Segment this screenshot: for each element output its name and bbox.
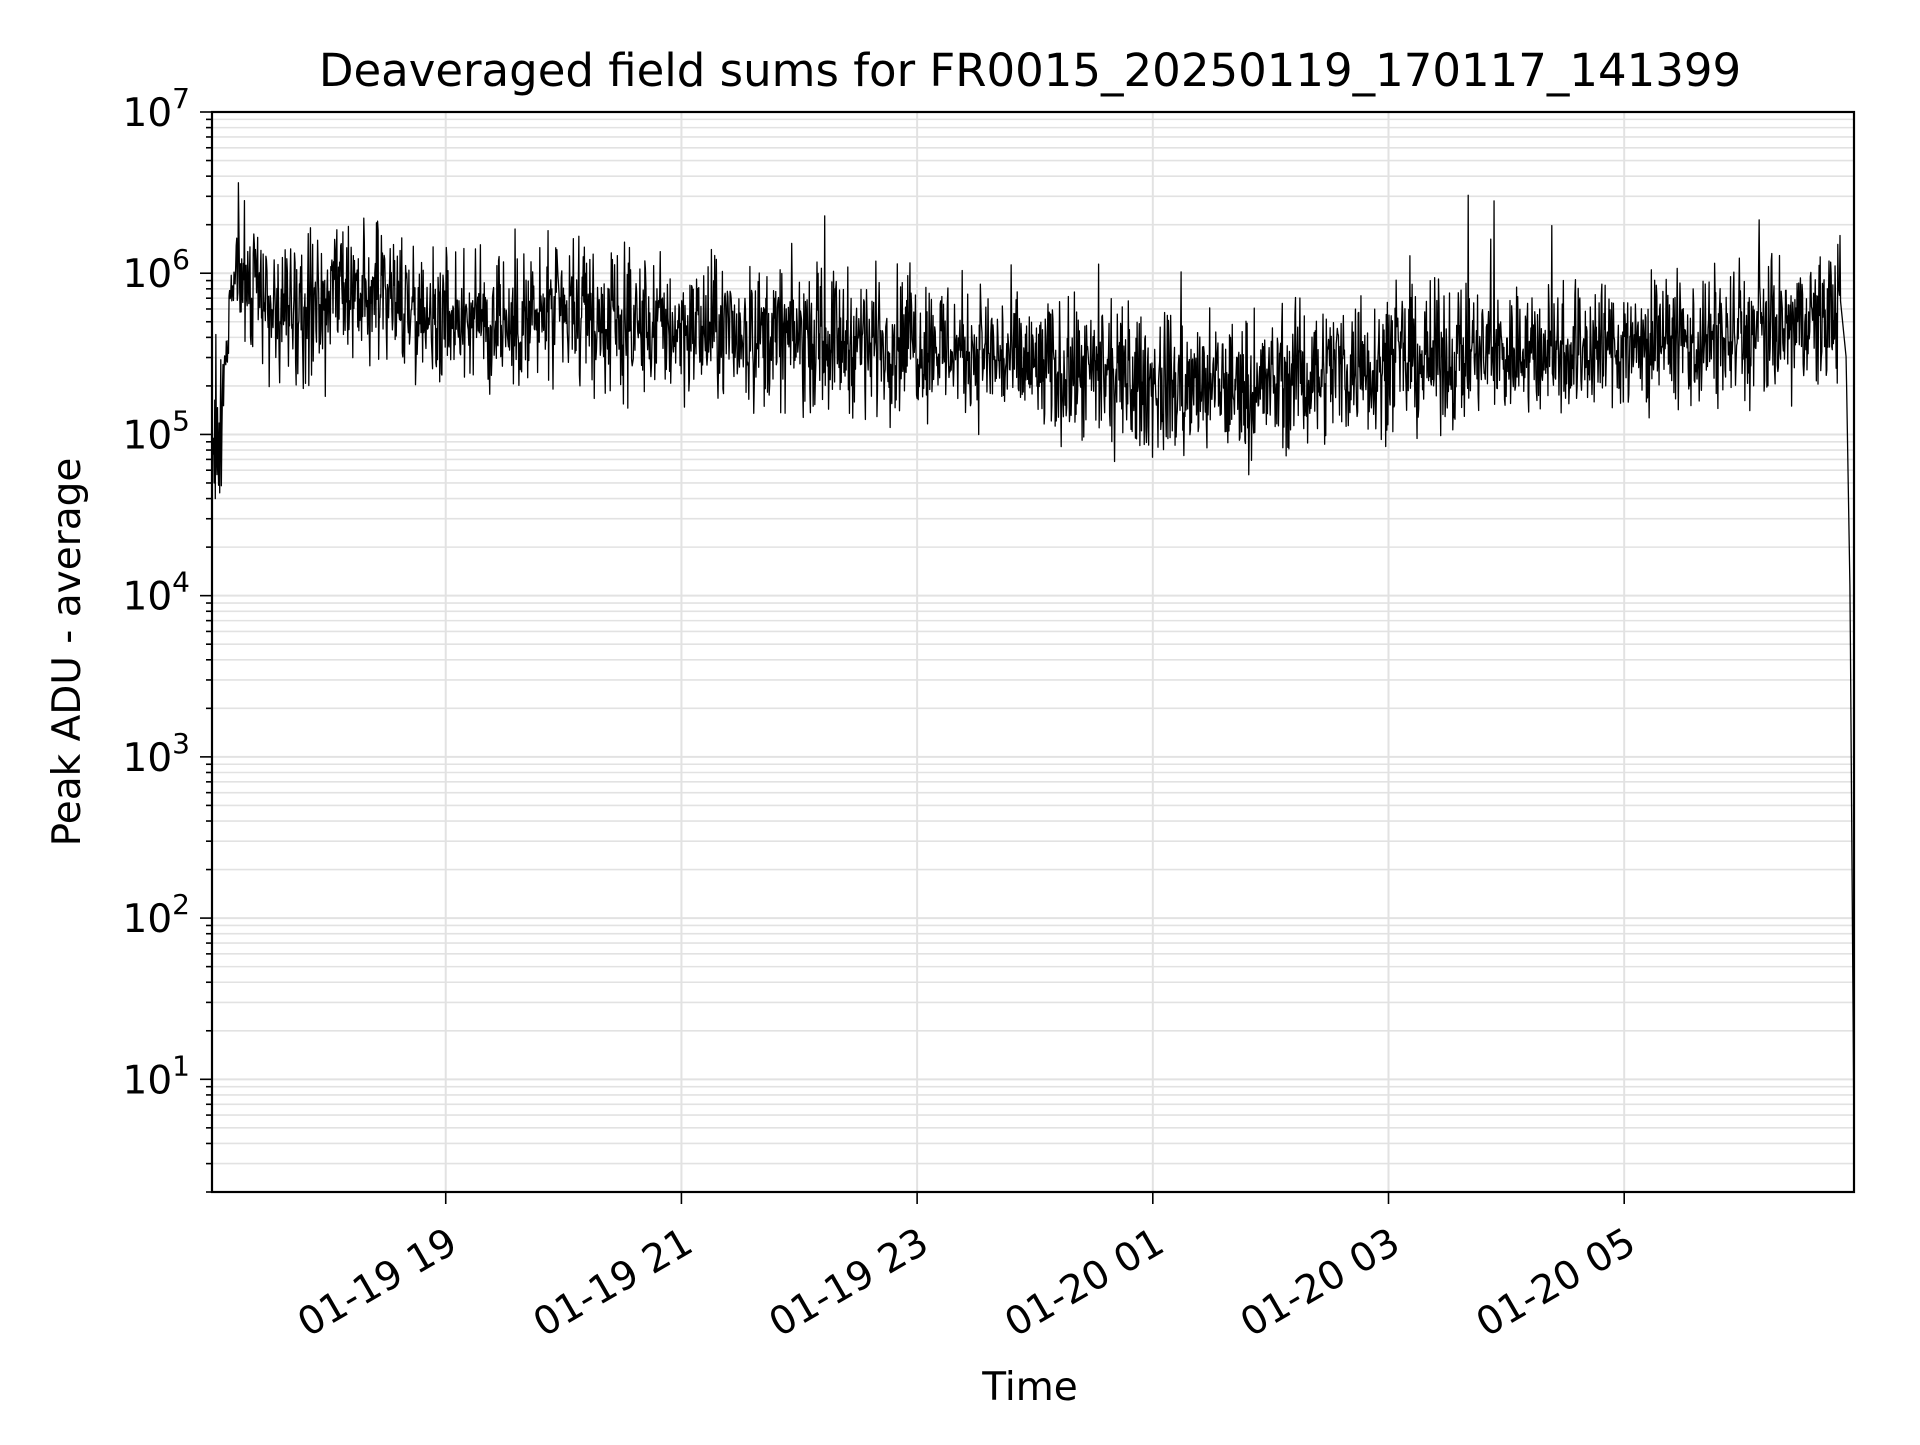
plot-frame xyxy=(210,110,1856,1194)
y-tick-label: 105 xyxy=(123,404,190,458)
x-axis-label: Time xyxy=(981,1365,1077,1410)
y-tick-label: 102 xyxy=(123,888,190,942)
y-tick-label: 101 xyxy=(123,1049,190,1103)
chart-title: Deaveraged field sums for FR0015_2025011… xyxy=(319,44,1741,97)
series-layer xyxy=(211,182,1855,1109)
y-tick-label: 107 xyxy=(123,82,190,136)
y-tick-label: 104 xyxy=(123,566,190,620)
y-axis-label: Peak ADU - average xyxy=(45,458,90,847)
series-line xyxy=(211,182,1855,1109)
y-tick-label: 103 xyxy=(123,727,190,781)
y-tick-label: 106 xyxy=(123,243,190,297)
